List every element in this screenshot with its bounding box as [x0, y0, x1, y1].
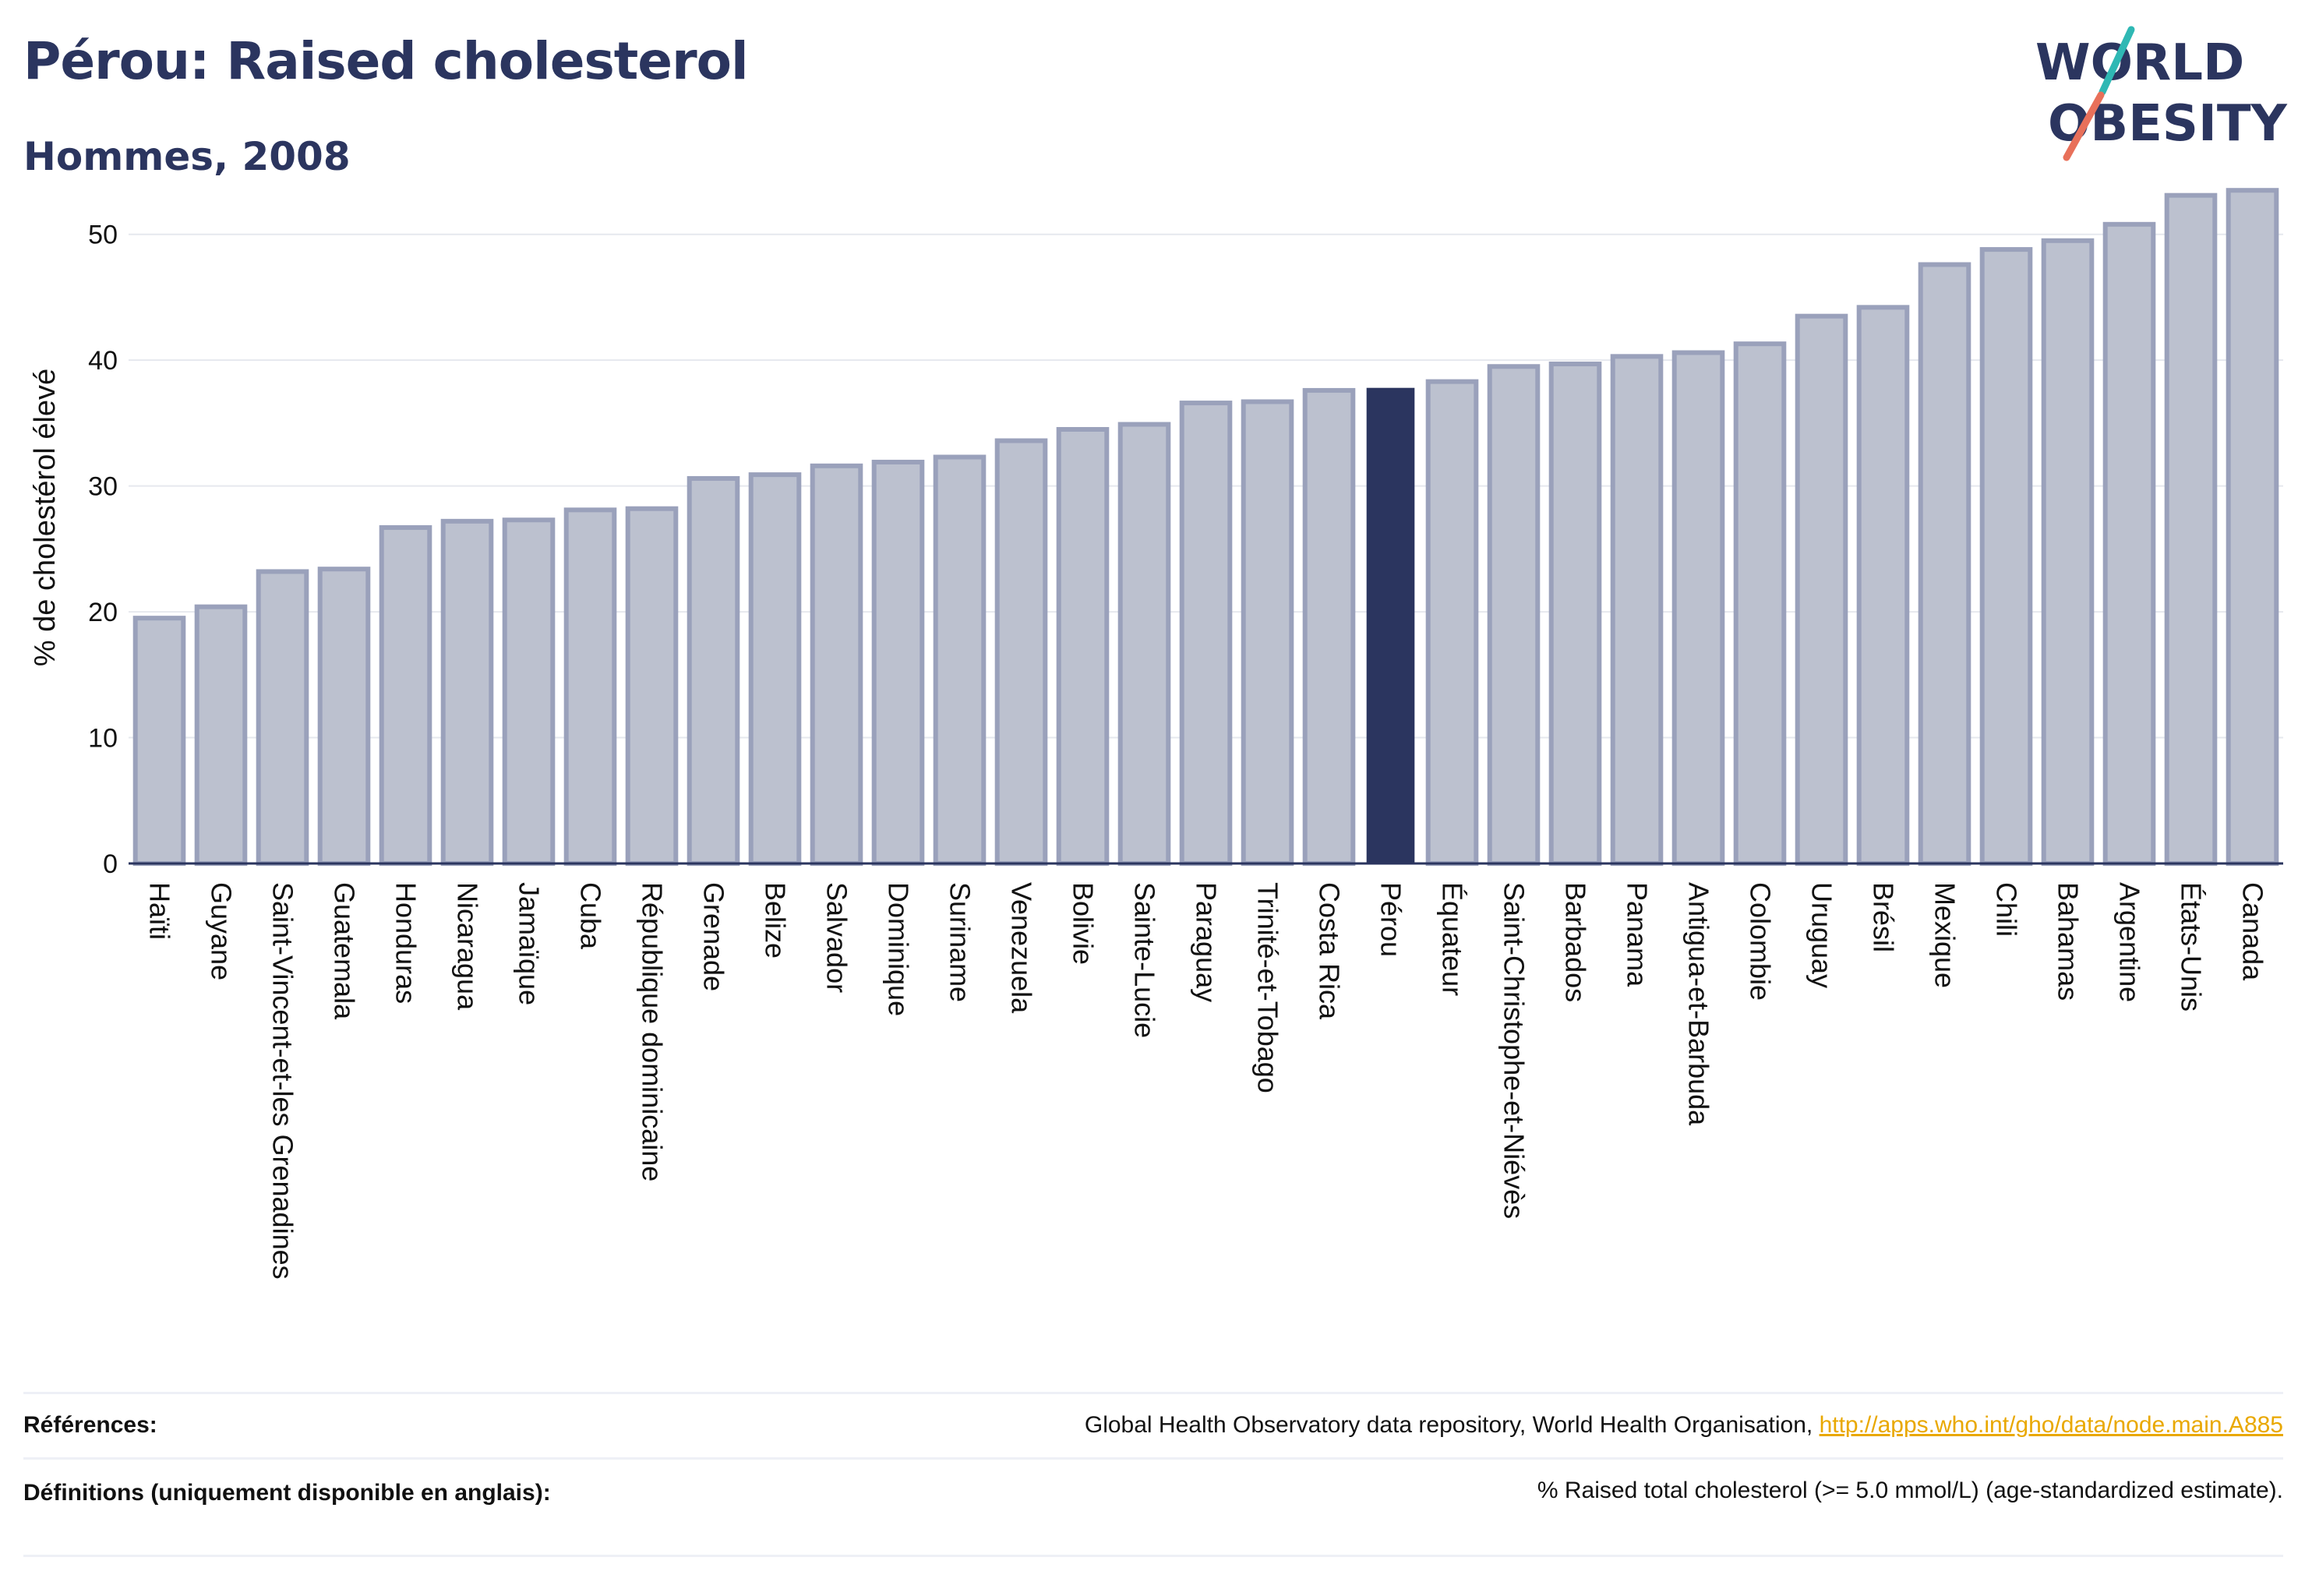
x-tick-label: Guyane — [206, 882, 238, 980]
bar — [2164, 192, 2218, 866]
bar — [810, 463, 863, 866]
x-tick-label: Canada — [2237, 882, 2269, 981]
x-tick-label: Équateur — [1437, 882, 1469, 996]
x-tick-label: Bolivie — [1068, 882, 1100, 965]
x-tick-label: Haïti — [144, 882, 176, 940]
bar — [132, 616, 186, 866]
x-tick-label: Jamaïque — [514, 882, 545, 1005]
y-tick-label: 10 — [88, 724, 118, 754]
bar — [2102, 221, 2156, 866]
bar — [1241, 399, 1294, 866]
x-tick-label: Bahamas — [2053, 882, 2084, 1001]
x-tick-label: Chili — [1991, 882, 2023, 937]
references-text: Global Health Observatory data repositor… — [1084, 1412, 1813, 1438]
bar — [563, 507, 617, 867]
world-obesity-logo: WORLD OBESITY — [2035, 26, 2287, 161]
x-tick-label: Trinité-et-Tobago — [1252, 882, 1284, 1093]
bar — [1795, 313, 1848, 866]
bar — [1733, 341, 1787, 866]
x-tick-label: Grenade — [698, 882, 730, 991]
y-tick-label: 50 — [88, 221, 118, 250]
x-tick-label: Costa Rica — [1314, 882, 1346, 1020]
logo-slash-bottom-icon — [2063, 91, 2105, 161]
x-tick-label: Dominique — [883, 882, 915, 1016]
bar — [2226, 188, 2279, 866]
definitions-label: Définitions (uniquement disponible en an… — [23, 1480, 551, 1506]
x-tick-label: États-Unis — [2176, 882, 2208, 1012]
x-tick-label: Saint-Christophe-et-Niévès — [1498, 882, 1530, 1219]
bar — [317, 567, 371, 866]
x-tick-label: Cuba — [575, 882, 607, 950]
bar — [871, 459, 925, 866]
y-tick-label: 20 — [88, 598, 118, 627]
x-tick-label: Barbados — [1560, 882, 1592, 1002]
x-tick-label: Uruguay — [1806, 882, 1838, 988]
x-tick-label: Saint-Vincent-et-les Grenadines — [267, 882, 299, 1280]
bar — [1366, 387, 1415, 864]
definitions-row: Définitions (uniquement disponible en an… — [23, 1478, 2283, 1548]
x-tick-label: Sainte-Lucie — [1129, 882, 1161, 1038]
x-tick-label: Guatemala — [329, 882, 361, 1020]
bar — [687, 475, 740, 866]
bar — [1979, 247, 2033, 866]
bar — [625, 506, 679, 866]
bar — [1302, 387, 1356, 866]
x-tick-label: Argentine — [2114, 882, 2146, 1002]
x-tick-label: Paraguay — [1191, 882, 1223, 1002]
bar — [256, 569, 309, 867]
references-link[interactable]: http://apps.who.int/gho/data/node.main.A… — [1819, 1412, 2283, 1438]
bar — [1548, 362, 1602, 866]
page-title: Pérou: Raised cholesterol — [23, 31, 749, 91]
logo-slash-top-icon — [2099, 26, 2135, 96]
references-row: Références: Global Health Observatory da… — [23, 1412, 2283, 1451]
footer-divider-top — [23, 1392, 2283, 1394]
footer-divider-bottom — [23, 1555, 2283, 1557]
x-tick-label: Belize — [760, 882, 792, 959]
y-tick-label: 30 — [88, 472, 118, 502]
bar — [1425, 379, 1479, 866]
bar — [1856, 305, 1910, 866]
bar — [1487, 364, 1541, 867]
bar-chart: 0 10 20 30 40 50 % de cholestérol élevé Haïti Gu… — [29, 188, 2283, 1280]
x-tick-label: Suriname — [944, 882, 976, 1002]
x-tick-label: Nicaragua — [452, 882, 484, 1011]
bar — [2041, 238, 2095, 866]
bar — [1179, 401, 1233, 866]
bar — [994, 438, 1048, 866]
x-tick-label: Antigua-et-Barbuda — [1683, 882, 1715, 1126]
bar — [1056, 426, 1110, 866]
bar — [379, 524, 432, 867]
references-value: Global Health Observatory data repositor… — [1085, 1412, 2283, 1439]
definitions-text: % Raised total cholesterol (>= 5.0 mmol/… — [1537, 1478, 2283, 1503]
bar — [933, 454, 987, 866]
bar — [1117, 422, 1171, 866]
page-subtitle: Hommes, 2008 — [23, 134, 351, 179]
bar — [194, 604, 248, 867]
bar — [1918, 262, 1971, 866]
x-tick-label: Pérou — [1375, 882, 1407, 957]
bar — [748, 472, 802, 866]
x-tick-label: Salvador — [821, 882, 853, 993]
references-label: Références: — [23, 1412, 157, 1438]
bar — [1671, 350, 1725, 866]
y-tick-label: 40 — [88, 346, 118, 376]
logo-line1: WORLD — [2035, 34, 2244, 92]
bar — [440, 518, 494, 866]
footer-divider-middle — [23, 1457, 2283, 1460]
x-tick-label: Mexique — [1929, 882, 1961, 988]
x-tick-label: Colombie — [1745, 882, 1777, 1001]
y-tick-label: 0 — [103, 849, 118, 879]
y-axis-title: % de cholestérol élevé — [29, 369, 62, 666]
bar — [502, 517, 556, 866]
x-tick-label: Honduras — [390, 882, 422, 1004]
x-tick-label: Panama — [1622, 882, 1654, 987]
x-tick-label: Brésil — [1868, 882, 1900, 952]
x-tick-label: Venezuela — [1006, 882, 1038, 1014]
bar — [1610, 354, 1664, 866]
x-tick-label: République dominicaine — [637, 882, 669, 1181]
